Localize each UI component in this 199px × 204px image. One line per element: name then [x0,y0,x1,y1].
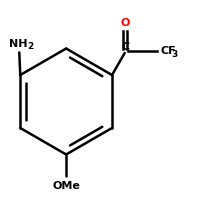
Text: 3: 3 [172,50,178,59]
Text: CF: CF [160,46,176,56]
Text: C: C [121,42,129,52]
Text: 2: 2 [27,42,33,51]
Text: OMe: OMe [52,181,80,191]
Text: O: O [120,18,130,28]
Text: NH: NH [9,39,27,49]
